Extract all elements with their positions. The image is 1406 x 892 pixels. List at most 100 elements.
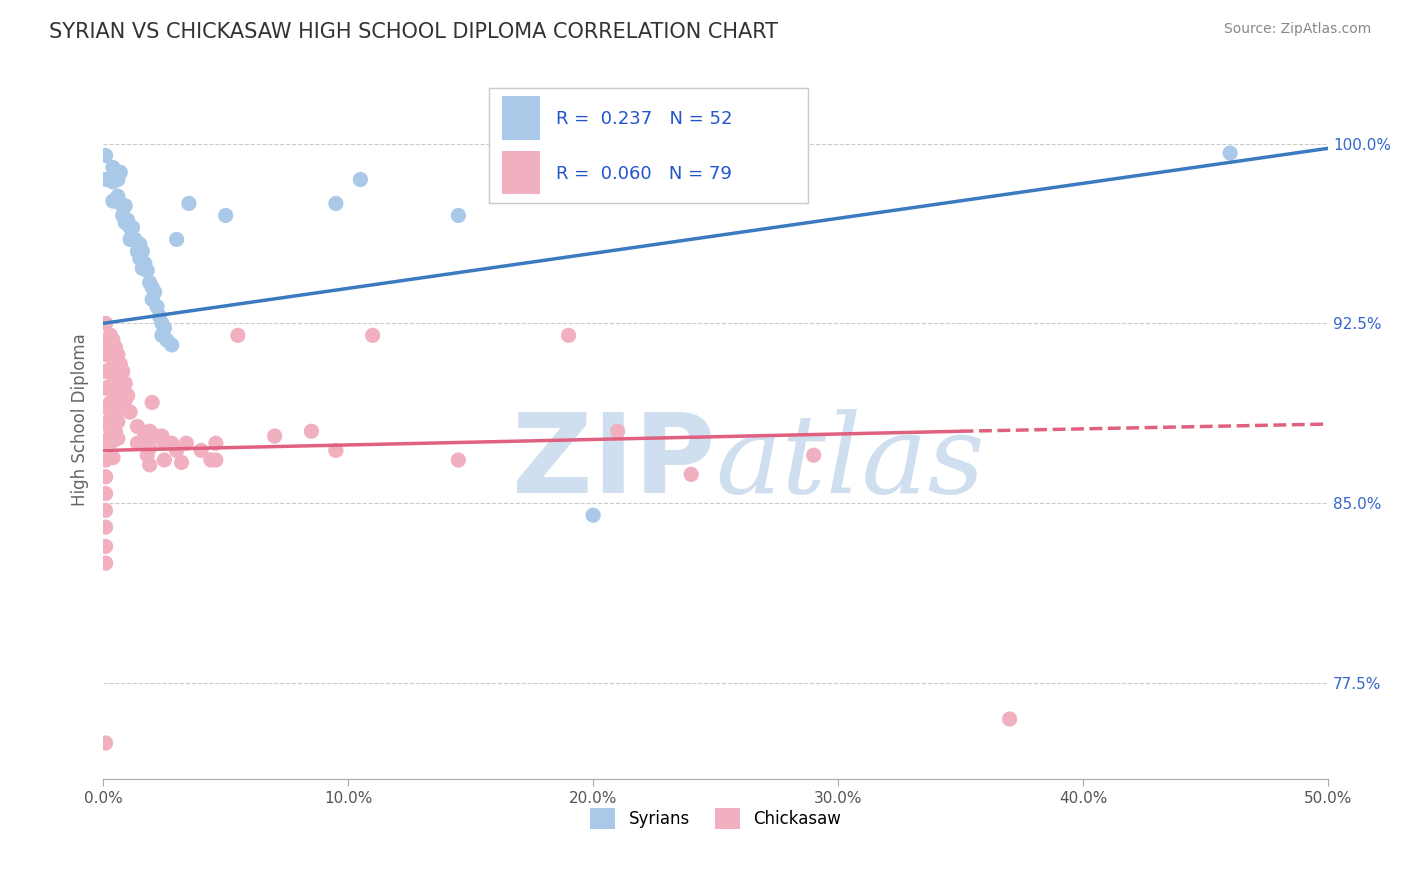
Point <box>141 395 163 409</box>
Legend: Syrians, Chickasaw: Syrians, Chickasaw <box>583 802 848 835</box>
Point <box>101 417 124 431</box>
Point <box>146 429 169 443</box>
Point <box>111 364 134 378</box>
Point <box>94 148 117 162</box>
Point <box>127 419 149 434</box>
Point <box>114 216 136 230</box>
Point <box>107 415 129 429</box>
Point <box>148 309 170 323</box>
Point <box>766 172 789 186</box>
Y-axis label: High School Diploma: High School Diploma <box>72 333 89 506</box>
Point <box>150 328 173 343</box>
Point <box>101 434 124 448</box>
Point <box>166 232 188 246</box>
Point <box>263 429 285 443</box>
Point <box>94 381 117 395</box>
Point <box>226 328 249 343</box>
Point <box>104 374 127 388</box>
Point <box>111 209 134 223</box>
Point <box>349 172 371 186</box>
Point <box>114 393 136 408</box>
Point <box>100 429 122 443</box>
Point <box>361 328 384 343</box>
Point <box>107 432 129 446</box>
Point <box>205 453 228 467</box>
Point <box>107 381 129 395</box>
Point <box>136 448 159 462</box>
Point <box>153 436 176 450</box>
Point <box>128 237 150 252</box>
Point <box>117 388 139 402</box>
Point <box>325 443 347 458</box>
Point <box>606 424 628 438</box>
Point <box>803 448 825 462</box>
Point <box>160 338 183 352</box>
Point <box>141 280 163 294</box>
Point <box>177 196 200 211</box>
Point <box>150 316 173 330</box>
Point <box>205 436 228 450</box>
Point <box>94 556 117 570</box>
Point <box>94 333 117 347</box>
Point <box>156 333 179 347</box>
Point <box>447 209 470 223</box>
Point <box>681 467 703 482</box>
Point <box>107 398 129 412</box>
Point <box>94 364 117 378</box>
Point <box>166 443 188 458</box>
Point <box>100 362 122 376</box>
Point <box>120 232 142 246</box>
Point <box>111 398 134 412</box>
Point <box>100 412 122 426</box>
Point <box>117 213 139 227</box>
Point <box>94 520 117 534</box>
Point <box>114 376 136 391</box>
Point <box>101 194 124 208</box>
Point <box>101 367 124 381</box>
Point <box>325 196 347 211</box>
Point <box>120 405 142 419</box>
Point <box>104 340 127 354</box>
Point <box>127 436 149 450</box>
Point <box>153 321 176 335</box>
Point <box>138 424 160 438</box>
Point <box>134 429 156 443</box>
Text: SYRIAN VS CHICKASAW HIGH SCHOOL DIPLOMA CORRELATION CHART: SYRIAN VS CHICKASAW HIGH SCHOOL DIPLOMA … <box>49 22 778 42</box>
Point <box>94 347 117 361</box>
Point <box>101 450 124 465</box>
Point <box>94 470 117 484</box>
Point <box>104 424 127 438</box>
Point <box>160 436 183 450</box>
Point <box>131 261 153 276</box>
Point <box>557 328 579 343</box>
Text: atlas: atlas <box>716 409 986 516</box>
Point <box>94 417 117 431</box>
Point <box>128 252 150 266</box>
Point <box>582 508 605 523</box>
Point <box>94 736 117 750</box>
Point <box>110 374 132 388</box>
Point <box>94 503 117 517</box>
Point <box>94 486 117 500</box>
Point <box>114 199 136 213</box>
Point <box>101 350 124 364</box>
Point <box>153 453 176 467</box>
Point <box>146 300 169 314</box>
Point <box>101 384 124 398</box>
Point <box>94 453 117 467</box>
Point <box>104 408 127 422</box>
Point <box>110 196 132 211</box>
Point <box>107 364 129 378</box>
Point <box>447 453 470 467</box>
Point <box>138 458 160 472</box>
Point <box>170 455 193 469</box>
Point <box>101 333 124 347</box>
Point <box>101 175 124 189</box>
Point <box>214 209 236 223</box>
Point <box>94 172 117 186</box>
Point <box>100 328 122 343</box>
Point <box>110 391 132 405</box>
Point <box>94 434 117 448</box>
Point <box>138 441 160 455</box>
Point <box>200 453 222 467</box>
